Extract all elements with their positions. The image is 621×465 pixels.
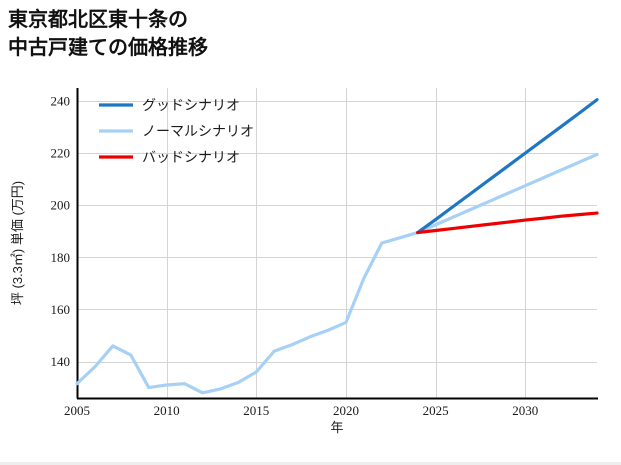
page-title: 東京都北区東十条の 中古戸建ての価格推移 xyxy=(8,6,208,62)
series-group xyxy=(75,98,599,395)
y-tick-label-group: 140 160 180 200 220 240 xyxy=(51,94,71,370)
x-tick-label: 2025 xyxy=(423,403,449,418)
x-tick-label: 2015 xyxy=(243,403,269,418)
axis-lines-group xyxy=(76,88,598,400)
gridlines-group xyxy=(77,88,597,398)
legend-label: バッドシナリオ xyxy=(142,151,240,166)
y-tick-label: 240 xyxy=(51,94,71,109)
chart-title-line1: 東京都北区東十条の xyxy=(8,9,188,31)
y-axis-title: 坪 (3.3㎡) 単価 (万円) xyxy=(10,181,25,305)
y-tick-label: 180 xyxy=(51,250,71,265)
y-tick-label: 200 xyxy=(51,198,71,213)
series-line-normal xyxy=(75,152,599,395)
y-tick-label: 140 xyxy=(51,354,71,369)
x-tick-label: 2030 xyxy=(512,403,538,418)
chart-title-line2: 中古戸建ての価格推移 xyxy=(8,37,208,59)
series-line-bad xyxy=(416,211,599,235)
x-tick-label: 2020 xyxy=(333,403,359,418)
x-tick-label: 2005 xyxy=(64,403,90,418)
x-axis-title: 年 xyxy=(330,420,343,435)
y-tick-label: 160 xyxy=(51,302,71,317)
figure-bottom-edge xyxy=(0,462,621,465)
x-tick-label-group: 2005 2010 2015 2020 2025 2030 xyxy=(64,403,538,418)
y-tick-label: 220 xyxy=(51,146,71,161)
x-tick-label: 2010 xyxy=(154,403,180,418)
series-line-good xyxy=(416,98,599,235)
legend-label: ノーマルシナリオ xyxy=(142,125,254,140)
legend-label: グッドシナリオ xyxy=(142,98,240,114)
